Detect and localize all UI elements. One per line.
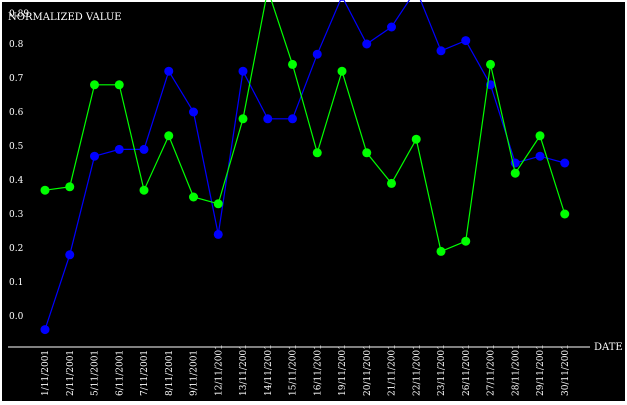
data-point xyxy=(312,148,322,158)
y-tick-label: 0.2 xyxy=(9,244,23,254)
data-point xyxy=(312,49,322,59)
y-tick-label: 0.6 xyxy=(9,108,24,118)
x-tick-label: 2/11/2001 xyxy=(66,350,76,396)
data-point xyxy=(213,229,223,239)
x-tick-label: 13/11/2001 xyxy=(239,344,249,396)
data-point xyxy=(213,199,223,209)
plot-background xyxy=(2,2,625,401)
x-axis-title: DATE xyxy=(594,342,623,353)
data-point xyxy=(436,246,446,256)
series-0 xyxy=(40,0,570,335)
data-point xyxy=(288,114,297,124)
series-line xyxy=(44,0,565,330)
data-point xyxy=(40,325,50,335)
data-point xyxy=(510,168,520,178)
data-point xyxy=(263,114,273,124)
x-tick-label: 1/11/2001 xyxy=(41,350,51,396)
x-tick-label: 20/11/2001 xyxy=(363,344,373,396)
data-point xyxy=(461,236,471,246)
y-tick-label: 0.89 xyxy=(9,9,29,19)
data-point xyxy=(90,80,99,90)
x-tick-label: 9/11/2001 xyxy=(190,350,200,396)
data-point xyxy=(238,114,248,124)
x-tick-label: 21/11/2001 xyxy=(388,344,398,396)
data-point xyxy=(114,144,124,154)
x-tick-label: 15/11/2001 xyxy=(289,344,299,396)
x-tick-labels: 1/11/2001 2/11/2001 5/11/2001 6/11/2001 7/11… xyxy=(41,344,571,396)
data-point xyxy=(436,46,446,56)
y-tick-label: 0.1 xyxy=(9,278,23,288)
data-point xyxy=(339,0,345,1)
x-tick-label: 23/11/2001 xyxy=(437,344,447,396)
x-tick-label: 28/11/2001 xyxy=(511,344,521,396)
data-point xyxy=(40,185,50,195)
x-tick-label: 27/11/2001 xyxy=(487,344,497,396)
series-line xyxy=(44,0,566,253)
y-tick-label: 0.7 xyxy=(9,74,24,84)
y-tick-label: 0.4 xyxy=(9,176,24,186)
x-tick-label: 29/11/2001 xyxy=(536,344,546,396)
data-point xyxy=(164,66,174,76)
data-point xyxy=(139,185,149,195)
x-tick-label: 30/11/2001 xyxy=(561,344,571,396)
data-point xyxy=(560,158,570,168)
data-point xyxy=(337,66,347,76)
y-tick-labels: 0.0 0.1 0.2 0.3 0.4 0.5 0.6 0.7 0.8 0.89 xyxy=(9,9,29,322)
data-point xyxy=(164,131,174,141)
x-tick-label: 22/11/2001 xyxy=(412,344,422,396)
series-1 xyxy=(40,0,570,256)
data-point xyxy=(114,80,124,90)
data-point xyxy=(288,59,297,69)
x-tick-label: 16/11/2001 xyxy=(313,344,323,396)
y-axis-title: NORMALIZED VALUE xyxy=(8,12,122,23)
series-layer xyxy=(40,0,570,335)
data-point xyxy=(535,151,545,161)
x-tick-label: 26/11/2001 xyxy=(462,344,472,396)
x-tick-label: 5/11/2001 xyxy=(91,350,101,396)
data-point xyxy=(535,131,545,141)
y-tick-label: 0.5 xyxy=(9,142,24,152)
x-tick-label: 19/11/2001 xyxy=(338,344,348,396)
data-point xyxy=(65,250,75,260)
data-point xyxy=(411,134,421,144)
x-tick-label: 6/11/2001 xyxy=(115,350,125,396)
data-point xyxy=(362,148,372,158)
data-point xyxy=(189,107,198,117)
data-point xyxy=(387,22,396,32)
data-point xyxy=(362,39,372,49)
x-tick-label: 12/11/2001 xyxy=(214,344,224,396)
y-tick-label: 0.3 xyxy=(9,210,24,220)
data-point xyxy=(560,209,570,219)
data-point xyxy=(65,182,75,192)
x-tick-label: 8/11/2001 xyxy=(165,350,175,396)
data-point xyxy=(139,144,149,154)
data-point xyxy=(238,66,248,76)
x-tick-label: 14/11/2001 xyxy=(264,344,274,396)
data-point xyxy=(189,192,198,202)
data-point xyxy=(461,36,471,46)
data-point xyxy=(387,178,396,188)
data-point xyxy=(486,59,495,69)
data-point xyxy=(90,151,99,161)
y-tick-label: 0.8 xyxy=(9,40,24,50)
x-tick-label: 7/11/2001 xyxy=(140,350,150,396)
y-tick-label: 0.0 xyxy=(9,312,24,322)
